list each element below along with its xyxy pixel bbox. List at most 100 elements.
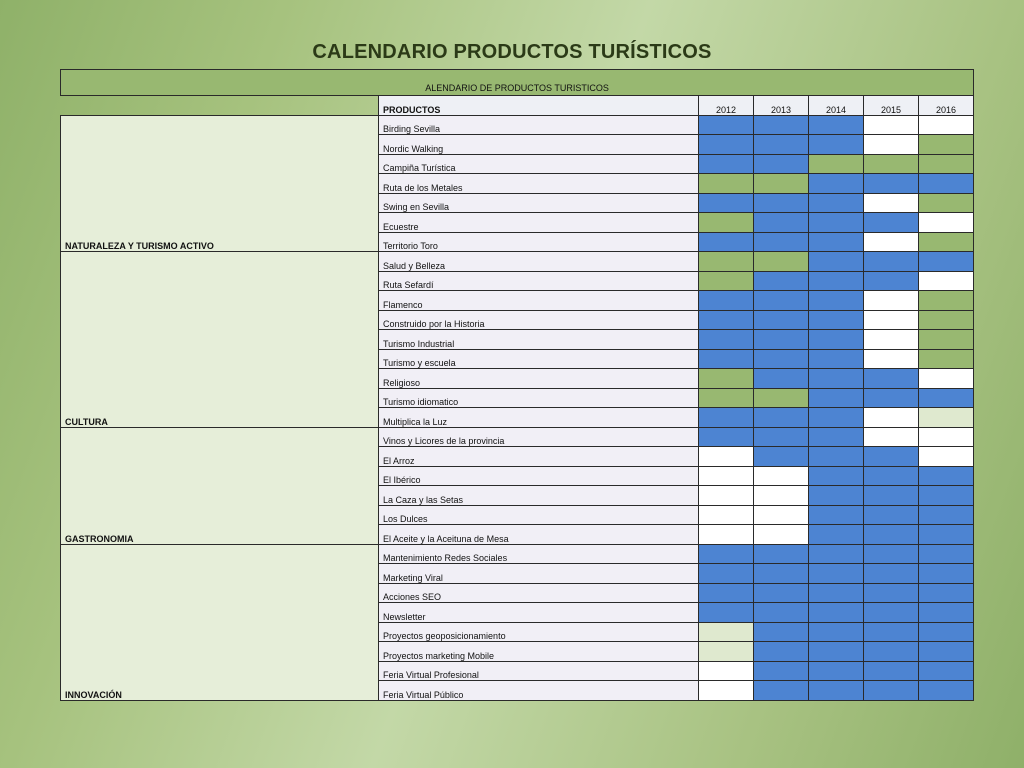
year-header: 2012	[698, 95, 754, 116]
year-status-cell	[698, 485, 754, 506]
year-status-cell	[698, 309, 754, 330]
year-status-cell	[698, 368, 754, 389]
year-status-cell	[753, 446, 809, 467]
product-cell: Campiña Turística	[378, 153, 699, 174]
year-status-cell	[698, 270, 754, 291]
table-row: Territorio Toro	[61, 231, 975, 252]
year-status-cell	[863, 524, 919, 545]
year-status-cell	[698, 641, 754, 662]
year-status-cell	[698, 173, 754, 194]
product-cell: Flamenco	[378, 290, 699, 311]
year-status-cell	[753, 309, 809, 330]
year-status-cell	[808, 485, 864, 506]
table-row: Newsletter	[61, 602, 975, 623]
year-status-cell	[917, 446, 975, 467]
product-cell: Territorio Toro	[378, 231, 699, 252]
year-status-cell	[753, 192, 809, 213]
year-status-cell	[698, 348, 754, 369]
category-cell: INNOVACIÓN	[60, 543, 379, 701]
product-cell: Newsletter	[378, 602, 699, 623]
year-status-cell	[698, 582, 754, 603]
year-status-cell	[753, 153, 809, 174]
product-cell: Multiplica la Luz	[378, 407, 699, 428]
year-status-cell	[863, 173, 919, 194]
year-status-cell	[808, 407, 864, 428]
table-row: Religioso	[61, 368, 975, 389]
product-cell: Swing en Sevilla	[378, 192, 699, 213]
year-status-cell	[808, 173, 864, 194]
year-status-cell	[808, 660, 864, 681]
table-row: Nordic Walking	[61, 134, 975, 155]
year-status-cell	[917, 465, 975, 486]
product-calendar-table: ALENDARIO DE PRODUCTOS TURISTICOS PRODUC…	[59, 69, 975, 701]
year-status-cell	[698, 602, 754, 623]
year-status-cell	[917, 582, 975, 603]
year-header: 2015	[863, 95, 919, 116]
year-status-cell	[863, 309, 919, 330]
year-status-cell	[917, 485, 975, 506]
table-row: Marketing Viral	[61, 563, 975, 584]
table-row: Construido por la Historia	[61, 309, 975, 330]
year-status-cell	[753, 485, 809, 506]
year-status-cell	[863, 368, 919, 389]
year-status-cell	[753, 504, 809, 525]
year-status-cell	[753, 212, 809, 233]
year-status-cell	[808, 641, 864, 662]
table-row: Campiña Turística	[61, 153, 975, 174]
year-status-cell	[863, 114, 919, 135]
year-status-cell	[917, 329, 975, 350]
product-cell: La Caza y las Setas	[378, 485, 699, 506]
product-cell: Proyectos geoposicionamiento	[378, 621, 699, 642]
year-status-cell	[753, 348, 809, 369]
year-status-cell	[917, 660, 975, 681]
product-cell: El Ibérico	[378, 465, 699, 486]
table-row: GASTRONOMIA Vinos y Licores de la provinc…	[60, 426, 975, 545]
table-row: Acciones SEO	[61, 582, 975, 603]
year-status-cell	[698, 153, 754, 174]
year-status-cell	[698, 212, 754, 233]
year-status-cell	[698, 231, 754, 252]
year-status-cell	[863, 504, 919, 525]
year-status-cell	[698, 114, 754, 135]
year-status-cell	[917, 290, 975, 311]
year-status-cell	[753, 173, 809, 194]
table-row: Feria Virtual Público	[61, 680, 975, 701]
product-cell: Nordic Walking	[378, 134, 699, 155]
year-status-cell	[917, 407, 975, 428]
year-status-cell	[698, 543, 754, 564]
year-status-cell	[808, 192, 864, 213]
product-cell: El Aceite y la Aceituna de Mesa	[378, 524, 699, 545]
year-status-cell	[863, 543, 919, 564]
year-status-cell	[808, 524, 864, 545]
year-status-cell	[808, 134, 864, 155]
product-cell: Feria Virtual Público	[378, 680, 699, 701]
corner-cell	[60, 95, 379, 116]
year-status-cell	[917, 504, 975, 525]
year-status-cell	[698, 407, 754, 428]
year-status-cell	[808, 446, 864, 467]
year-status-cell	[808, 212, 864, 233]
category-cell: CULTURA	[60, 251, 379, 428]
year-status-cell	[917, 212, 975, 233]
table-row: Multiplica la Luz	[61, 407, 975, 428]
year-status-cell	[863, 407, 919, 428]
year-status-cell	[863, 426, 919, 447]
year-status-cell	[863, 680, 919, 701]
year-status-cell	[808, 290, 864, 311]
product-cell: Feria Virtual Profesional	[378, 660, 699, 681]
year-status-cell	[753, 660, 809, 681]
year-status-cell	[917, 270, 975, 291]
year-status-cell	[808, 602, 864, 623]
year-status-cell	[753, 231, 809, 252]
year-status-cell	[808, 309, 864, 330]
year-status-cell	[863, 290, 919, 311]
products-header: PRODUCTOS	[378, 95, 699, 116]
year-status-cell	[698, 387, 754, 408]
product-cell: Los Dulces	[378, 504, 699, 525]
year-status-cell	[917, 231, 975, 252]
year-status-cell	[753, 465, 809, 486]
year-status-cell	[753, 602, 809, 623]
year-status-cell	[917, 563, 975, 584]
year-status-cell	[808, 114, 864, 135]
